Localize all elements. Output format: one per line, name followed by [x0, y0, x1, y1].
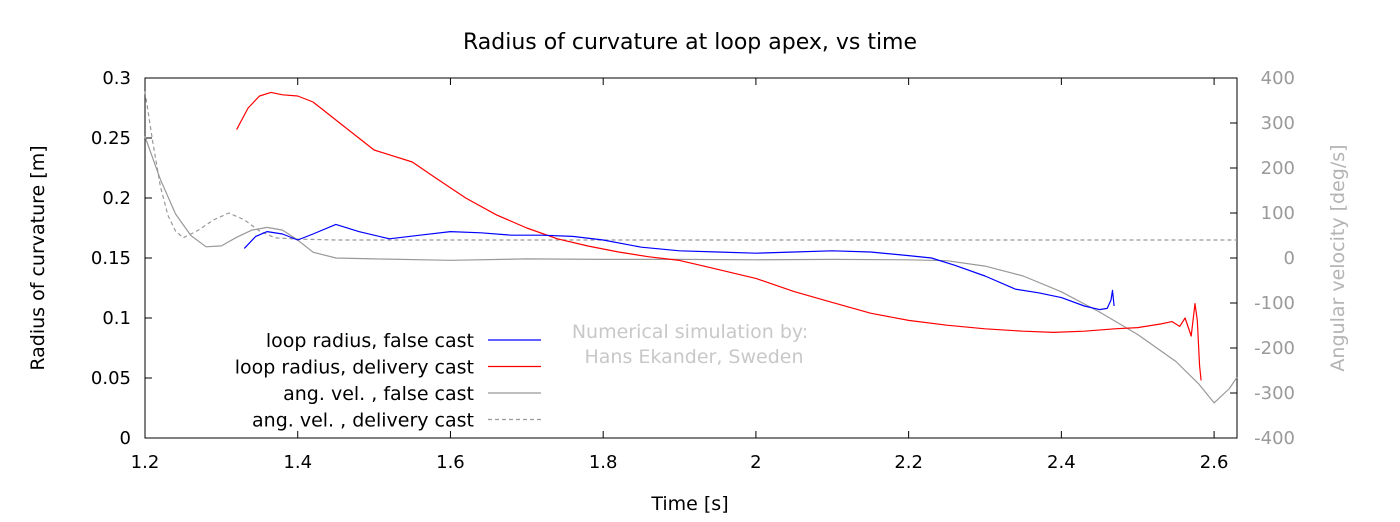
x-axis-ticks: 1.2 1.4 1.6 1.8 2 2.2 2.4 2.6 — [131, 78, 1229, 473]
legend-label: loop radius, delivery cast — [235, 357, 474, 379]
series-layer — [144, 91, 1238, 404]
y-tick-label: 0 — [120, 428, 131, 449]
x-tick-label: 1.6 — [436, 452, 465, 473]
y2-tick-label: -100 — [1254, 293, 1295, 314]
x-axis-label: Time [s] — [650, 493, 728, 515]
y-tick-label: 0.05 — [91, 368, 131, 389]
y-tick-label: 0.2 — [102, 188, 131, 209]
y-axis-label: Radius of curvature [m] — [27, 145, 49, 370]
y-axis-ticks: 0 0.05 0.1 0.15 0.2 0.25 0.3 — [91, 68, 152, 449]
series-line-1 — [236, 91, 1202, 381]
legend: loop radius, false cast loop radius, deli… — [235, 330, 541, 432]
y-tick-label: 0.3 — [102, 68, 131, 89]
annotation-line-1: Numerical simulation by: — [572, 321, 808, 343]
x-tick-label: 1.8 — [589, 452, 618, 473]
x-tick-label: 1.4 — [283, 452, 312, 473]
y2-tick-label: 400 — [1261, 68, 1295, 89]
annotation: Numerical simulation by: Hans Ekander, S… — [572, 321, 808, 368]
y2-tick-label: 100 — [1261, 203, 1295, 224]
y2-tick-label: -400 — [1254, 428, 1295, 449]
y2-axis-ticks: -400 -300 -200 -100 0 100 200 300 400 — [1230, 68, 1295, 449]
y-tick-label: 0.1 — [102, 308, 131, 329]
y2-tick-label: -300 — [1254, 383, 1295, 404]
legend-label: ang. vel. , delivery cast — [252, 410, 474, 432]
legend-label: ang. vel. , false cast — [283, 383, 474, 405]
x-tick-label: 2 — [750, 452, 761, 473]
x-tick-label: 1.2 — [131, 452, 160, 473]
y2-tick-label: 200 — [1261, 158, 1295, 179]
x-tick-label: 2.6 — [1200, 452, 1229, 473]
y2-tick-label: -200 — [1254, 338, 1295, 359]
legend-label: loop radius, false cast — [266, 330, 474, 352]
annotation-line-2: Hans Ekander, Sweden — [585, 346, 804, 368]
x-tick-label: 2.4 — [1047, 452, 1076, 473]
y2-axis-label: Angular velocity [deg/s] — [1327, 144, 1349, 371]
chart-title: Radius of curvature at loop apex, vs tim… — [463, 30, 917, 55]
series-line-2 — [144, 136, 1238, 404]
x-tick-label: 2.2 — [894, 452, 923, 473]
series-line-3 — [144, 91, 1237, 241]
y-tick-label: 0.15 — [91, 248, 131, 269]
y2-tick-label: 0 — [1284, 248, 1295, 269]
y2-tick-label: 300 — [1261, 113, 1295, 134]
series-line-0 — [243, 223, 1115, 311]
y-tick-label: 0.25 — [91, 128, 131, 149]
